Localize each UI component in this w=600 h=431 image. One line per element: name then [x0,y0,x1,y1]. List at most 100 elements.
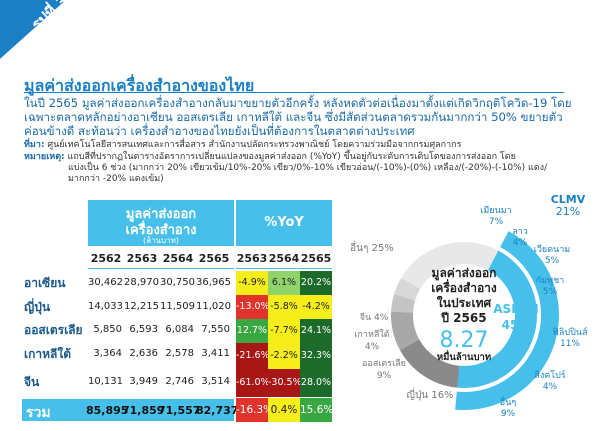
asean-label-myanmar: เมียนมา [480,205,511,216]
yoy-header: %YoY [236,200,332,246]
year-divider [88,268,234,269]
donut-slice-3 [391,242,537,388]
asean-label-singapore: สิงคโปร์ [534,369,565,381]
center-line2: เครื่องสำอาง [431,279,497,295]
year-divider-yoy [236,268,332,269]
row-label-australia: ออสเตรเลีย [24,323,83,337]
yoy-cell: 20.2% [300,271,332,295]
total-yoy-cell: 0.4% [268,398,300,422]
slice-label-asean: ASEAN [493,302,538,316]
donut-slice-2 [391,242,537,388]
yoy-cell: -5.8% [268,295,300,319]
row-label-japan: ญี่ปุ่น [24,300,51,314]
table-cell: 7,550 [201,324,230,335]
value-year: 2562 [90,252,122,265]
center-value: 8.27 [440,328,489,353]
table-cell: 6,593 [129,324,158,335]
donut-labels: อื่นๆ 25% จีน 4% เกาหลีใต้ 4% ออสเตรเลีย… [350,193,588,419]
slice-label-australia: ออสเตรเลีย [362,358,406,369]
asean-label-vietnam: เวียดนาม [534,244,570,255]
total-cell: 82,737 [196,404,239,417]
total-cell: 71,859 [122,404,165,417]
asean-label-philippines: ฟิลิปปินส์ [553,326,588,338]
asean-pct-singapore: 4% [543,382,558,392]
table-cell: 3,514 [201,376,230,387]
asean-pct-clmv: 21% [556,205,580,218]
donut-slice-5 [391,242,537,388]
total-yoy-cell: 15.6% [300,398,333,422]
asean-label-laos: ลาว [512,227,528,237]
remark-line-1: แถบสีที่ปรากฏในตารางอัตราการเปลี่ยนแปลงข… [67,152,516,162]
total-cell: 85,895 [86,404,129,417]
yoy-cell: -61.0% [236,369,270,397]
table-cell: 14,033 [88,301,123,312]
slice-label-korea: เกาหลีใต้ [354,329,389,340]
center-line1: มูลค่าส่งออก [432,266,497,281]
asean-pct-laos: 4% [513,238,528,248]
source-label: ที่มา: [24,140,45,150]
table-cell: 10,131 [88,376,123,387]
asean-pct-vietnam: 5% [545,256,560,266]
asean-label-clmv: CLMV [551,193,586,206]
donut-slice-4 [391,242,537,389]
row-label-china: จีน [24,375,40,389]
asean-label-others: อื่นๆ [500,395,517,408]
source-text: ศูนย์เทคโนโลยีสารสนเทศและการสื่อสาร สำนั… [47,140,462,150]
export-value-header-line1: มูลค่าส่งออก [125,207,197,222]
table-cell: 2,636 [129,348,158,359]
table-cell: 30,462 [88,277,123,288]
yoy-year: 2565 [300,252,332,265]
yoy-cell: -21.6% [236,343,270,369]
figure-badge [0,0,66,59]
table-cell: 3,949 [129,376,158,387]
page-title: มูลค่าส่งออกเครื่องสำอางของไทย [24,76,255,95]
title-divider [24,92,564,93]
remark-line-2: แบ่งเป็น 6 ช่วง (มากกว่า 20% เขียวเข้ม/1… [68,163,548,173]
yoy-cell: 24.1% [300,319,332,343]
row-label-south-korea: เกาหลีใต้ [24,347,72,361]
asean-pct-philippines: 11% [560,339,580,349]
table-cell: 6,084 [165,324,194,335]
donut-slice-1 [391,242,537,388]
total-label: รวม [26,405,51,421]
table-cell: 11,509 [160,301,195,312]
export-value-unit: (ล้านบาท) [143,236,179,245]
value-year: 2565 [198,252,230,265]
total-yoy-cell: -16.3% [236,398,273,422]
yoy-year: 2563 [236,252,268,265]
total-row-highlight [22,399,234,421]
yoy-cell: 6.1% [268,271,300,295]
table-cell: 12,215 [124,301,159,312]
remark-label: หมายเหตุ: [24,152,65,162]
yoy-cell: 32.3% [300,343,332,369]
description-paragraph: ในปี 2565 มูลค่าส่งออกเครื่องสำอางกลับมา… [24,96,572,138]
table-cell: 30,750 [160,277,195,288]
remark-note: หมายเหตุ: แถบสีที่ปรากฏในตารางอัตราการเป… [24,152,594,163]
value-year: 2564 [162,252,194,265]
table-cell: 11,020 [196,301,231,312]
row-label-asean: อาเซียน [24,276,66,290]
center-unit: หมื่นล้านบาท [437,349,491,363]
table-cell: 2,746 [165,376,194,387]
yoy-cell: -7.7% [268,319,300,343]
yoy-cell: 12.7% [236,319,268,343]
asean-pct-cambodia: 5% [543,287,558,297]
center-line4: ปี 2565 [441,311,487,325]
center-line3: ในประเทศ [437,295,492,310]
slice-pct-australia: 9% [377,371,392,381]
yoy-cell: 28.0% [300,369,332,397]
slice-pct-asean: 45% [502,318,531,332]
table-cell: 2,578 [165,348,194,359]
slice-label-japan: ญี่ปุ่น 16% [406,387,453,401]
asean-pct-others: 9% [501,409,516,419]
table-cell: 36,965 [196,277,231,288]
table-cell: 3,364 [93,348,122,359]
yoy-year: 2564 [268,252,300,265]
slice-pct-korea: 4% [365,342,380,352]
remark-line-3: มากกว่า -20% แดงเข้ม) [68,174,164,184]
export-value-header: มูลค่าส่งออก เครื่องสำอาง (ล้านบาท) [88,200,234,246]
slice-label-others: อื่นๆ 25% [350,240,394,254]
donut-rings [369,220,559,410]
yoy-cell: -4.2% [300,295,332,319]
